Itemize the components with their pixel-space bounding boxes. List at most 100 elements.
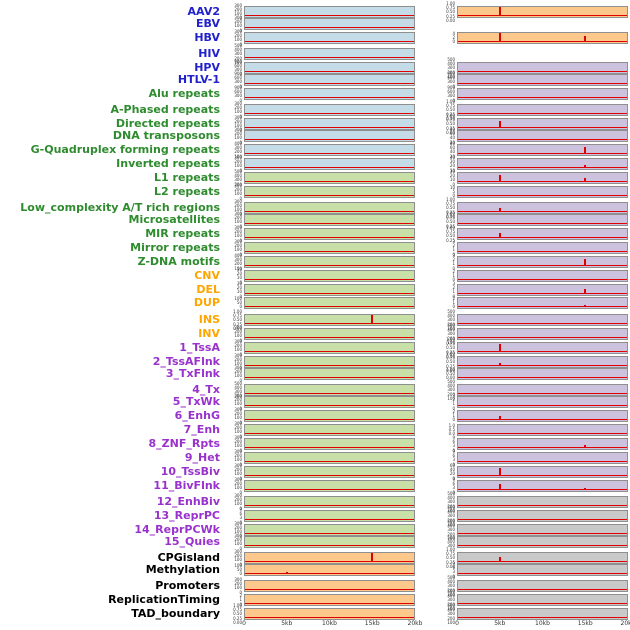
- row-label: 14_ReprPCWk: [134, 523, 220, 537]
- row-label: HPV: [194, 61, 220, 75]
- left-y-axis-ticks: 300 200 100 0: [234, 421, 242, 439]
- row-label: Mirror repeats: [130, 241, 220, 255]
- x-axis-tick: 15kb: [364, 620, 380, 627]
- feature-row: 2_TssAFlnk 300 200 100 0 1.00 0.75 0.50 …: [0, 351, 630, 372]
- signal-peak: [583, 488, 586, 491]
- left-signal-panel: [244, 480, 415, 493]
- right-y-axis-ticks: 1.00 0.75 0.50 0.25 0.00: [446, 337, 455, 359]
- row-label: L2 repeats: [154, 185, 220, 199]
- row-label: 11_BivFlnk: [153, 479, 220, 493]
- right-signal-panel: [457, 410, 628, 423]
- signal-baseline: [458, 573, 627, 575]
- right-signal-panel: [457, 424, 628, 437]
- x-axis-left: 0 5kb 10kb 15kb 20kb: [242, 618, 422, 630]
- signal-baseline: [245, 519, 414, 521]
- left-signal-panel: [244, 594, 415, 607]
- feature-row: 14_ReprPCWk 300 200 100 0 500 400 300 20…: [0, 519, 630, 540]
- signal-baseline: [458, 377, 627, 379]
- signal-baseline: [245, 573, 414, 575]
- right-y-axis-ticks: 3 2 1 0: [452, 239, 455, 257]
- left-signal-panel: [244, 144, 415, 157]
- right-y-axis-ticks: 500 400 300 200 100: [447, 379, 455, 401]
- left-y-axis-ticks: 1.00 0.75 0.50 0.25 0.00: [233, 603, 242, 625]
- right-y-axis-ticks: 1.00 0.75 0.50 0.25 0.00: [446, 547, 455, 569]
- x-axis-tick: 10kb: [535, 620, 550, 627]
- right-y-axis-ticks: 500 400 300 200 100: [447, 505, 455, 527]
- signal-peak: [499, 362, 502, 367]
- right-y-axis-ticks: 60 40 20 0: [449, 463, 455, 481]
- signal-baseline: [458, 489, 627, 491]
- right-signal-panel: [457, 314, 628, 327]
- signal-baseline: [458, 505, 627, 507]
- signal-baseline: [245, 181, 414, 183]
- signal-peak: [583, 304, 586, 307]
- signal-baseline: [245, 505, 414, 507]
- row-label: Inverted repeats: [116, 157, 220, 171]
- left-y-axis-ticks: 300 200 100 0: [234, 101, 242, 119]
- row-label: 10_TssBiv: [160, 465, 220, 479]
- left-y-axis-ticks: 300 200 100 0: [234, 211, 242, 229]
- left-y-axis-ticks: 300 200 100 0: [234, 239, 242, 257]
- right-y-axis-ticks: 3 2 1 0: [452, 253, 455, 271]
- signal-baseline: [245, 337, 414, 339]
- signal-peak: [499, 344, 502, 353]
- signal-baseline: [458, 617, 627, 619]
- signal-baseline: [458, 461, 627, 463]
- x-axis-row: 0 5kb 10kb 15kb 20kb 0 5kb 10kb 15kb 20kb: [0, 618, 630, 630]
- feature-row: 10_TssBiv 300 200 100 0 60 40 20 0: [0, 463, 630, 481]
- signal-baseline: [458, 561, 627, 563]
- left-y-axis-ticks: 300 200 100 0: [234, 493, 242, 511]
- signal-peak: [499, 7, 502, 17]
- right-y-axis-ticks: 500 400 300 200 100: [447, 309, 455, 331]
- signal-baseline: [458, 419, 627, 421]
- signal-peak: [499, 33, 502, 43]
- left-signal-panel: [244, 580, 415, 593]
- right-y-axis-ticks: 500 400 300 200 100: [447, 519, 455, 541]
- right-signal-panel: [457, 32, 628, 45]
- row-label: DNA transposons: [112, 129, 220, 143]
- left-y-axis-ticks: 900 600 300 0: [234, 59, 242, 77]
- feature-row: 15_Quies 300 200 100 0 500 400 300: [0, 533, 630, 550]
- signal-baseline: [245, 405, 414, 407]
- signal-baseline: [245, 153, 414, 155]
- x-axis-tick: 0: [455, 620, 459, 627]
- row-label: DUP: [193, 296, 220, 309]
- signal-baseline: [245, 306, 414, 307]
- feature-row: Z-DNA motifs 400 300 200 100 3 2 1 0: [0, 253, 630, 271]
- feature-row: MIR repeats 300 200 100 0 1.00 0.75 0.50…: [0, 225, 630, 242]
- right-signal-panel: [457, 368, 628, 381]
- right-y-axis-ticks: 1.0 0.5 0.0: [448, 423, 455, 437]
- left-y-axis-ticks: 2 1 0: [239, 593, 242, 607]
- right-signal-panel: [457, 564, 628, 577]
- feature-row: CNV 30 20 10 0 2 1 0: [0, 267, 630, 284]
- row-label: Directed repeats: [115, 117, 220, 131]
- right-signal-panel: [457, 328, 628, 341]
- signal-baseline: [245, 113, 414, 115]
- right-signal-panel: [457, 256, 628, 269]
- left-signal-panel: [244, 438, 415, 451]
- feature-row: A-Phased repeats 300 200 100 0 1.00 0.75…: [0, 99, 630, 120]
- signal-peak: [499, 556, 502, 563]
- signal-baseline: [245, 393, 414, 395]
- row-label: CPGisland: [157, 551, 220, 565]
- signal-baseline: [458, 365, 627, 367]
- right-y-axis-ticks: 9 6 3 0: [452, 477, 455, 495]
- signal-baseline: [458, 306, 627, 307]
- signal-peak: [370, 315, 373, 325]
- feature-row: INV 300 200 100 0 500 400 300 200 100: [0, 323, 630, 344]
- right-y-axis-ticks: 9 6 3 0: [452, 449, 455, 467]
- row-label: HBV: [194, 31, 220, 45]
- axis-spacer-label: [0, 618, 225, 630]
- right-y-axis-ticks: 80 60 40 20: [449, 141, 455, 159]
- signal-baseline: [458, 337, 627, 339]
- signal-baseline: [245, 57, 414, 59]
- right-y-axis-ticks: 500 400 300 200 100: [447, 491, 455, 513]
- signal-baseline: [245, 489, 414, 491]
- signal-baseline: [458, 251, 627, 253]
- x-axis-tick: 20kb: [620, 620, 630, 627]
- left-y-axis-ticks: 900 600 300 0: [234, 85, 242, 103]
- signal-baseline: [458, 405, 627, 407]
- right-signal-panel: [457, 242, 628, 255]
